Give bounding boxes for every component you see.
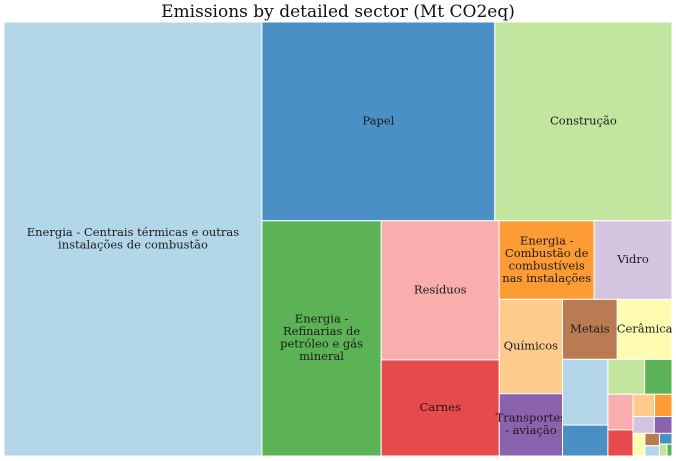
treemap-tile — [632, 393, 656, 418]
treemap-tile — [498, 220, 595, 300]
treemap-tile — [654, 393, 673, 418]
treemap-tile — [498, 298, 564, 395]
treemap-tile — [494, 21, 673, 222]
treemap-tile — [644, 358, 673, 395]
treemap-tile — [644, 432, 660, 447]
treemap-tile — [380, 359, 500, 457]
treemap-tile — [616, 298, 673, 360]
treemap-tile-label: Energia - Centrais térmicas e outras inst… — [27, 225, 240, 252]
treemap-tile — [607, 393, 634, 431]
treemap-tile-label: Metais — [570, 321, 610, 335]
treemap-tile-label: Químicos — [504, 339, 558, 353]
treemap-tile — [562, 424, 609, 457]
treemap-tile — [607, 429, 634, 457]
treemap-tile — [607, 358, 646, 395]
treemap-tile-label: Transportes - aviação — [496, 411, 567, 438]
treemap-tile-label: Resíduos — [414, 282, 467, 296]
treemap-tile — [632, 416, 655, 434]
treemap-tile — [644, 445, 660, 457]
treemap-tile — [593, 220, 673, 300]
treemap-tile — [498, 393, 564, 457]
treemap-tile-label: Vidro — [616, 252, 649, 266]
treemap-tile — [658, 432, 673, 445]
treemap-tiles: Energia - Centrais térmicas e outras inst… — [3, 21, 673, 457]
treemap-tile — [653, 416, 673, 434]
treemap-tile — [380, 220, 500, 361]
treemap-tile — [658, 443, 668, 457]
treemap-tile — [666, 443, 673, 457]
treemap-tile — [562, 358, 609, 426]
chart-title: Emissions by detailed sector (Mt CO2eq) — [161, 2, 515, 22]
treemap-tile-label: Cerâmica — [617, 321, 673, 335]
treemap-tile-label: Papel — [362, 113, 394, 127]
treemap-tile — [3, 21, 263, 457]
treemap-tile — [261, 21, 496, 222]
treemap-tile-label: Energia -Refinarias de petróleo e gás mine… — [280, 312, 363, 364]
treemap-tile — [632, 432, 646, 457]
treemap-tile — [261, 220, 382, 457]
treemap-tile-label: Construção — [550, 113, 617, 127]
treemap-tile-label: Carnes — [420, 400, 461, 414]
treemap-tile-label: Energia -Combustão de combustíveis nas ins… — [502, 233, 591, 285]
